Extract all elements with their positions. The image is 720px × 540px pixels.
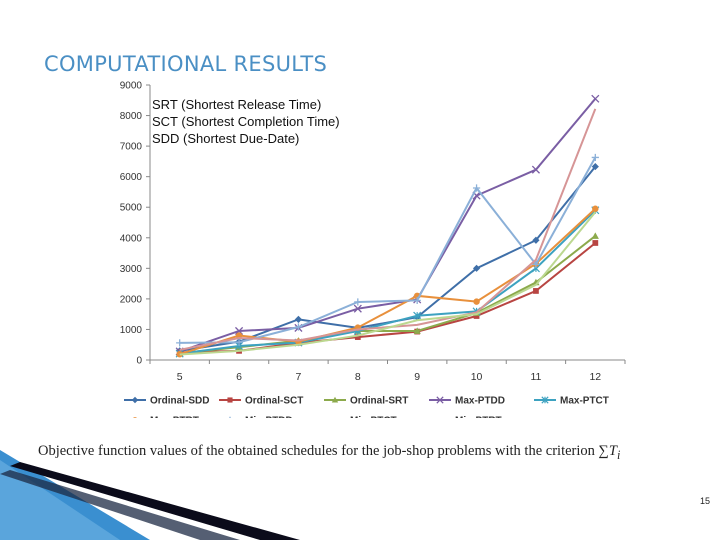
data-point-ordinal-sdd <box>591 162 599 171</box>
series-line-min-ptdd <box>179 156 597 344</box>
caption-text: Objective function values of the obtaine… <box>38 443 599 459</box>
legend-label-min-ptct: Min-PTCT <box>350 416 397 419</box>
formula-sum: ∑ <box>598 443 609 459</box>
y-tick-label: 3000 <box>120 264 143 275</box>
data-point-min-ptdd <box>294 323 303 331</box>
page-number: 15 <box>699 496 710 506</box>
data-point-ordinal-srt <box>591 232 599 239</box>
legend-label-max-ptct: Max-PTCT <box>560 396 609 407</box>
note-sdd: SDD (Shortest Due-Date) <box>152 131 300 146</box>
legend-marker-ordinal-sct <box>227 397 233 403</box>
legend-item-min-ptrt: Min-PTRT <box>455 416 502 419</box>
x-tick-label: 10 <box>471 371 483 383</box>
data-point-ordinal-sct <box>592 240 599 246</box>
legend-label-ordinal-srt: Ordinal-SRT <box>350 396 408 407</box>
data-point-min-ptdd <box>354 298 362 306</box>
data-point-ordinal-sdd <box>532 236 540 244</box>
series-max-ptrt <box>176 205 599 358</box>
series-line-max-ptdd <box>179 98 597 353</box>
decor-dark-stripe-2 <box>0 470 240 540</box>
data-point-ordinal-sct <box>354 334 361 340</box>
legend-label-ordinal-sdd: Ordinal-SDD <box>150 396 209 407</box>
x-tick-label: 11 <box>530 371 541 383</box>
y-tick-label: 6000 <box>120 172 143 183</box>
legend-marker-ordinal-srt <box>331 396 339 403</box>
legend-item-ordinal-sct: Ordinal-SCT <box>219 396 303 407</box>
decor-dark-stripe <box>10 462 300 540</box>
x-tick-label: 7 <box>296 371 302 383</box>
formula-var: T <box>608 443 617 459</box>
data-point-max-ptrt <box>592 205 599 212</box>
data-point-ordinal-srt <box>413 327 421 334</box>
figure-caption: Objective function values of the obtaine… <box>38 443 698 463</box>
legend-item-min-ptdd: Min-PTDD <box>229 416 293 419</box>
data-point-min-ptdd <box>413 296 421 305</box>
y-tick-label: 9000 <box>120 81 143 92</box>
data-point-max-ptdd <box>353 304 362 313</box>
slide-decoration <box>0 450 300 540</box>
legend-item-max-ptct: Max-PTCT <box>534 396 609 407</box>
y-tick-label: 0 <box>136 356 142 367</box>
x-tick-label: 6 <box>236 371 242 383</box>
legend-marker-ordinal-sdd <box>131 396 139 404</box>
data-point-min-ptdd <box>235 338 243 346</box>
note-sct: SCT (Shortest Completion Time) <box>152 114 340 129</box>
legend-label-max-ptrt: Max-PTRT <box>150 416 199 419</box>
y-tick-label: 8000 <box>120 111 143 122</box>
data-point-max-ptdd <box>591 94 600 103</box>
y-tick-label: 4000 <box>120 233 143 244</box>
x-tick-label: 5 <box>177 371 183 383</box>
chart-svg: 0 1000 2000 3000 4000 5000 6000 7000 8000 9000 5 6 7… <box>120 81 626 419</box>
data-point-ordinal-sdd <box>294 315 303 323</box>
legend-label-min-ptrt: Min-PTRT <box>455 416 502 419</box>
legend-item-ordinal-sdd: Ordinal-SDD <box>124 396 209 407</box>
data-point-max-ptrt <box>473 298 480 305</box>
line-chart: 0 1000 2000 3000 4000 5000 6000 7000 8000 9000 5 6 7… <box>110 78 630 418</box>
x-tick-label: 12 <box>589 371 601 383</box>
y-tick-label: 2000 <box>120 294 143 305</box>
legend-item-min-ptct: Min-PTCT <box>350 416 397 419</box>
data-point-ordinal-sct <box>533 288 539 294</box>
series-line-min-ptrt <box>179 211 597 356</box>
legend-marker-min-ptdd <box>229 416 231 418</box>
y-tick-label: 5000 <box>120 203 143 214</box>
caption-formula: ∑Ti <box>598 443 621 462</box>
series-min-ptdd <box>176 153 599 347</box>
series-line-max-ptct <box>179 209 597 355</box>
data-point-max-ptdd <box>531 165 540 174</box>
y-tick-label: 1000 <box>120 325 143 336</box>
x-tick-label: 8 <box>355 371 361 383</box>
series-line-max-ptrt <box>179 208 596 356</box>
slide-title: COMPUTATIONAL RESULTS <box>44 52 328 76</box>
abbreviation-notes: SRT (Shortest Release Time) SCT (Shortes… <box>152 96 340 147</box>
legend-item-max-ptrt: Max-PTRT <box>132 416 199 419</box>
data-point-max-ptdd <box>235 326 244 336</box>
data-point-min-ptdd <box>591 153 599 162</box>
note-srt: SRT (Shortest Release Time) <box>152 97 322 112</box>
legend-label-min-ptdd: Min-PTDD <box>245 416 293 419</box>
data-point-max-ptct <box>413 311 422 320</box>
legend-marker-max-ptct <box>541 396 549 404</box>
legend-item-max-ptdd: Max-PTDD <box>429 396 505 407</box>
legend-label-max-ptdd: Max-PTDD <box>455 396 505 407</box>
legend-marker-max-ptdd <box>436 396 444 404</box>
data-point-min-ptdd <box>176 339 184 347</box>
data-point-ordinal-sct <box>473 313 480 319</box>
x-tick-label: 9 <box>414 371 420 383</box>
legend-marker-max-ptrt <box>132 417 138 418</box>
y-tick-label: 7000 <box>120 142 143 153</box>
formula-subscript: i <box>616 447 621 462</box>
series-min-ptrt <box>179 211 597 356</box>
legend-label-ordinal-sct: Ordinal-SCT <box>245 396 303 407</box>
data-point-min-ptdd <box>472 184 481 192</box>
legend-item-ordinal-srt: Ordinal-SRT <box>324 396 408 407</box>
data-point-min-ptdd <box>532 260 540 268</box>
